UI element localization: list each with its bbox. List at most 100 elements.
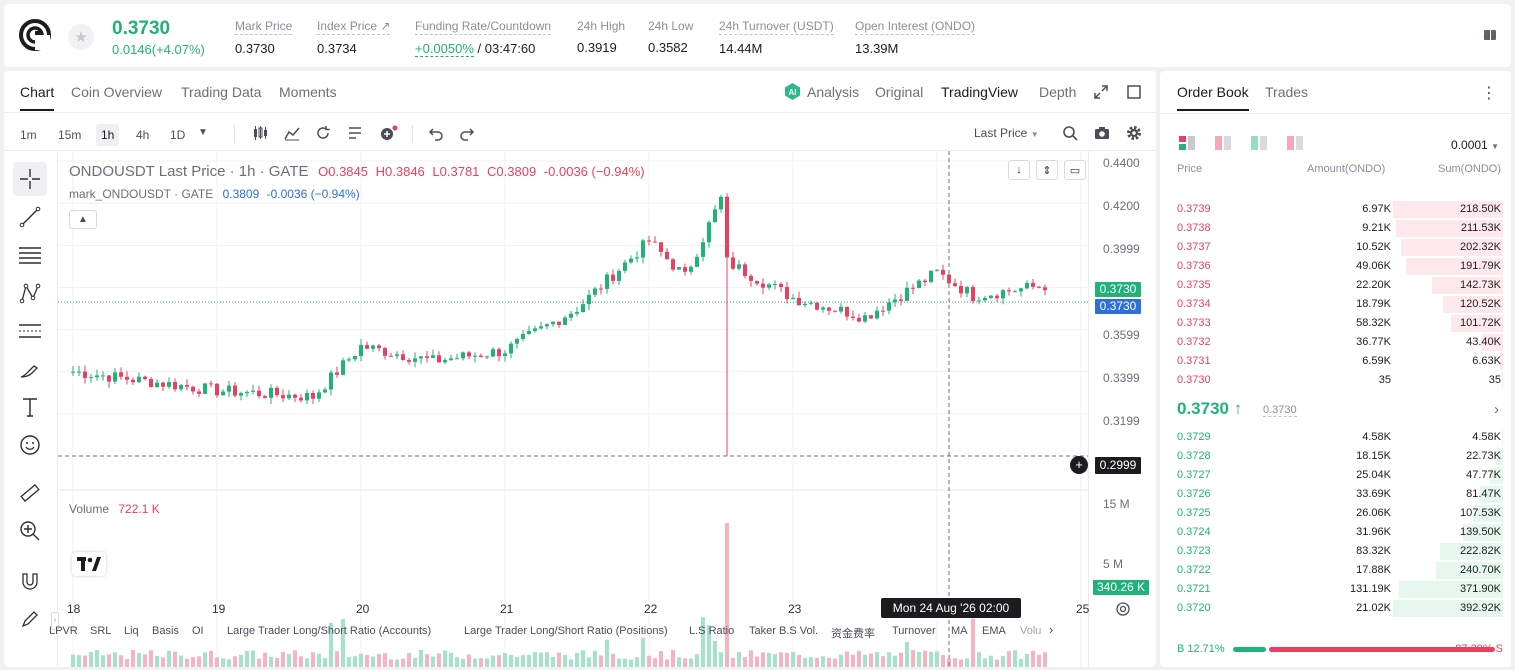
zoom-tool[interactable] — [13, 514, 47, 548]
mid-mark-price[interactable]: 0.3730 — [1263, 404, 1297, 417]
timeframe-4h[interactable]: 4h — [136, 128, 150, 142]
view-both-icon[interactable] — [1179, 136, 1195, 150]
tab-trading-data[interactable]: Trading Data — [181, 84, 262, 100]
precision-select[interactable]: 0.0001 ▼ — [1451, 138, 1499, 152]
magnet-tool[interactable] — [13, 564, 47, 598]
timeframe-1d[interactable]: 1D — [170, 128, 186, 142]
maximize-pane-button[interactable]: ▭ — [1064, 160, 1086, 180]
gate-logo-icon[interactable] — [18, 18, 52, 52]
view-asks-icon[interactable] — [1215, 136, 1231, 150]
ask-row[interactable]: 0.3731 6.59K 6.63K — [1160, 352, 1511, 371]
bid-row[interactable]: 0.3728 18.15K 22.73K — [1160, 447, 1511, 466]
emoji-tool[interactable] — [13, 428, 47, 462]
indicator-funding-rate[interactable]: 资金费率 — [831, 627, 875, 640]
stat-label[interactable]: Funding Rate/Countdown — [415, 19, 552, 35]
bid-row[interactable]: 0.3721 131.19K 371.90K — [1160, 580, 1511, 599]
view-tradingview[interactable]: TradingView — [941, 84, 1019, 100]
price-axis[interactable]: 0.4400 0.4200 0.3999 0.3599 0.3399 0.319… — [1088, 151, 1156, 667]
trendline-tool[interactable] — [13, 200, 47, 234]
gear-icon[interactable] — [1126, 125, 1142, 141]
ask-row[interactable]: 0.3734 18.79K 120.52K — [1160, 295, 1511, 314]
brush-tool[interactable] — [13, 352, 47, 386]
axis-settings-icon[interactable] — [1115, 601, 1131, 617]
tab-chart[interactable]: Chart — [20, 84, 55, 111]
view-depth[interactable]: Depth — [1039, 84, 1077, 100]
bid-row[interactable]: 0.3720 21.02K 392.92K — [1160, 599, 1511, 618]
tab-order-book[interactable]: Order Book — [1177, 84, 1249, 111]
timeframe-1m[interactable]: 1m — [20, 128, 37, 142]
ask-row[interactable]: 0.3736 49.06K 191.79K — [1160, 257, 1511, 276]
indicator-lpvr[interactable]: LPVR — [49, 625, 78, 637]
collapse-pane-button[interactable]: ⇕ — [1036, 160, 1058, 180]
indicator-ema[interactable]: EMA — [982, 625, 1006, 637]
indicator-ls-ratio[interactable]: L.S Ratio — [689, 625, 735, 637]
tab-trades[interactable]: Trades — [1265, 84, 1309, 100]
indicator-oi[interactable]: OI — [192, 625, 204, 637]
stat-label[interactable]: Mark Price — [235, 19, 293, 35]
search-icon[interactable] — [1062, 125, 1078, 141]
ai-analysis-icon[interactable]: AI — [784, 83, 801, 100]
forecast-tool[interactable] — [13, 314, 47, 348]
chevron-right-icon[interactable]: › — [1494, 401, 1499, 418]
pattern-tool[interactable] — [13, 276, 47, 310]
stat-label[interactable]: Index Price ↗ — [317, 19, 391, 35]
collapse-toolbar-icon[interactable]: ‹ — [51, 612, 59, 630]
indicator-srl[interactable]: SRL — [90, 625, 112, 637]
indicator-large-trader-accounts[interactable]: Large Trader Long/Short Ratio (Accounts) — [227, 625, 432, 637]
ask-row[interactable]: 0.3737 10.52K 202.32K — [1160, 238, 1511, 257]
timeframe-dropdown-icon[interactable]: ▼ — [198, 127, 208, 138]
indicator-liq[interactable]: Liq — [124, 625, 139, 637]
lock-drawing-tool[interactable] — [13, 602, 47, 636]
fib-tool[interactable] — [13, 238, 47, 272]
ask-row[interactable]: 0.3733 58.32K 101.72K — [1160, 314, 1511, 333]
expand-icon[interactable] — [1094, 85, 1108, 99]
indicator-taker-vol[interactable]: Taker B.S Vol. — [749, 625, 819, 637]
tab-moments[interactable]: Moments — [279, 84, 337, 100]
templates-icon[interactable] — [347, 125, 363, 141]
undo-icon[interactable] — [428, 125, 444, 141]
indicator-volume[interactable]: Volu — [1020, 625, 1042, 637]
view-analysis[interactable]: Analysis — [807, 84, 860, 100]
indicator-turnover[interactable]: Turnover — [892, 625, 936, 637]
indicator-basis[interactable]: Basis — [152, 625, 179, 637]
bid-row[interactable]: 0.3725 26.06K 107.53K — [1160, 504, 1511, 523]
timeframe-15m[interactable]: 15m — [58, 128, 82, 142]
favorite-star-icon[interactable]: ★ — [68, 24, 94, 50]
window-icon[interactable] — [1127, 85, 1141, 99]
bid-row[interactable]: 0.3723 83.32K 222.82K — [1160, 542, 1511, 561]
scroll-down-button[interactable]: ↓ — [1008, 160, 1030, 180]
price-chart[interactable] — [58, 151, 1088, 667]
redo-icon[interactable] — [459, 125, 475, 141]
ask-row[interactable]: 0.3739 6.97K 218.50K — [1160, 200, 1511, 219]
stat-label[interactable]: Open Interest (ONDO) — [855, 19, 976, 35]
indicators-icon[interactable] — [284, 125, 300, 141]
ask-row[interactable]: 0.3730 35 35 — [1160, 371, 1511, 390]
view-original[interactable]: Original — [875, 84, 924, 100]
view-bids-icon[interactable] — [1251, 136, 1267, 150]
notes-icon[interactable] — [1483, 28, 1497, 42]
add-indicator-icon[interactable] — [379, 125, 399, 141]
view-asks-only-icon[interactable] — [1287, 136, 1303, 150]
bid-row[interactable]: 0.3722 17.88K 240.70K — [1160, 561, 1511, 580]
more-icon[interactable]: ⋮ — [1481, 85, 1497, 102]
replay-icon[interactable] — [315, 125, 331, 141]
indicator-large-trader-positions[interactable]: Large Trader Long/Short Ratio (Positions… — [464, 625, 668, 637]
candle-type-icon[interactable] — [252, 125, 268, 141]
price-source-select[interactable]: Last Price ▼ — [974, 126, 1039, 140]
ask-row[interactable]: 0.3738 9.21K 211.53K — [1160, 219, 1511, 238]
crosshair-tool[interactable] — [13, 162, 47, 196]
chevron-right-icon[interactable]: › — [1049, 622, 1054, 637]
add-alert-icon[interactable]: + — [1070, 456, 1088, 474]
bid-row[interactable]: 0.3726 33.69K 81.47K — [1160, 485, 1511, 504]
bid-row[interactable]: 0.3724 31.96K 139.50K — [1160, 523, 1511, 542]
ask-row[interactable]: 0.3732 36.77K 43.40K — [1160, 333, 1511, 352]
timeframe-1h[interactable]: 1h — [96, 124, 120, 146]
tradingview-logo-icon[interactable] — [72, 552, 106, 576]
text-tool[interactable] — [13, 390, 47, 424]
ask-row[interactable]: 0.3735 22.20K 142.73K — [1160, 276, 1511, 295]
funding-rate-value[interactable]: +0.0050% — [415, 41, 474, 57]
camera-icon[interactable] — [1094, 125, 1110, 141]
bid-row[interactable]: 0.3727 25.04K 47.77K — [1160, 466, 1511, 485]
tab-coin-overview[interactable]: Coin Overview — [71, 84, 163, 100]
measure-tool[interactable] — [13, 476, 47, 510]
